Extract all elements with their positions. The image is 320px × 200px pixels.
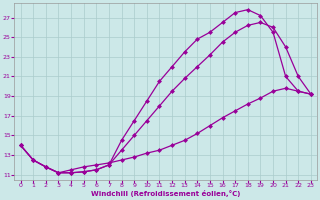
X-axis label: Windchill (Refroidissement éolien,°C): Windchill (Refroidissement éolien,°C) xyxy=(91,190,240,197)
